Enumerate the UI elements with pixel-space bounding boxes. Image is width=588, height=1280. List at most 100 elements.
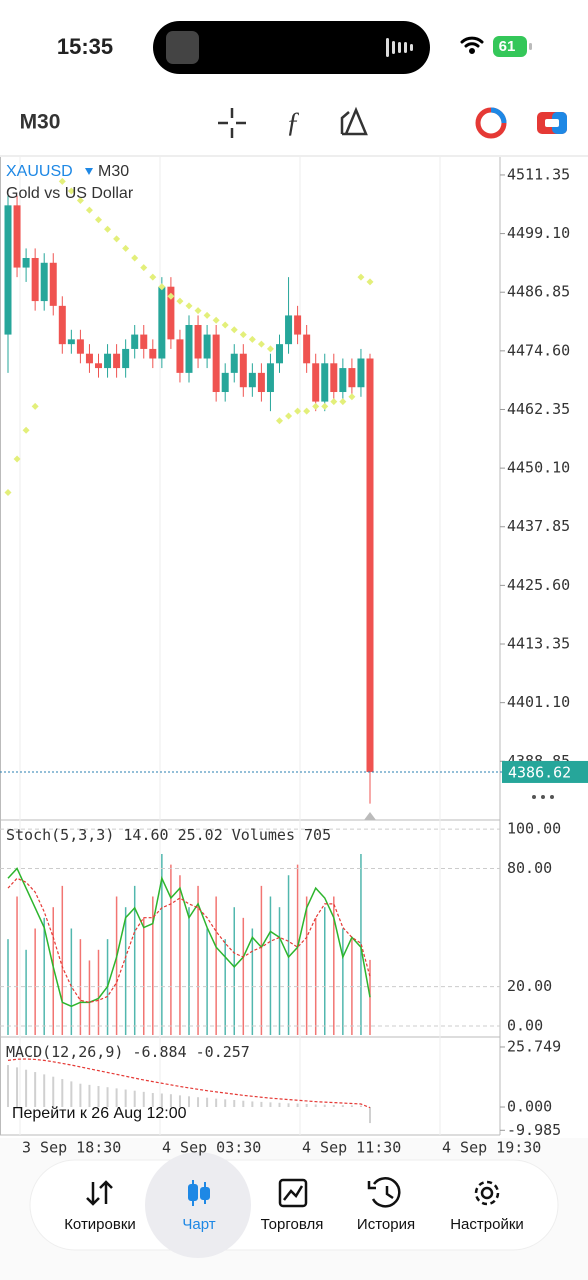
- sar-dot: [185, 302, 193, 310]
- macd-tick-label: 0.000: [507, 1098, 552, 1116]
- goto-link[interactable]: Перейти к 26 Aug 12:00: [12, 1105, 187, 1122]
- symbol[interactable]: XAUUSD: [6, 163, 73, 180]
- candle-body: [167, 286, 175, 340]
- signal-readout: -0.257: [196, 1043, 250, 1061]
- macd-readout: -6.884: [132, 1043, 186, 1061]
- island-app-icon: [166, 31, 199, 64]
- active-tab-highlight: [145, 1152, 251, 1258]
- clock: 15:35: [57, 34, 113, 59]
- wifi-icon: [460, 36, 484, 54]
- candle-body: [266, 363, 274, 393]
- sar-dot: [85, 206, 93, 214]
- battery-cap: [529, 43, 532, 50]
- sar-dot: [248, 335, 256, 343]
- volumes-readout: 705: [304, 826, 331, 844]
- sar-dot: [221, 321, 229, 329]
- more-dot[interactable]: [541, 795, 545, 799]
- candle-body: [285, 315, 293, 345]
- chart-icon[interactable]: [188, 1180, 210, 1206]
- time-grid: [19, 157, 441, 1135]
- candle-body: [4, 205, 12, 335]
- battery: [493, 36, 527, 57]
- candle-body: [321, 363, 329, 402]
- sar-dot: [167, 292, 175, 300]
- candle-body: [176, 339, 184, 373]
- symbol-dropdown[interactable]: [85, 168, 93, 175]
- candle-body: [140, 334, 148, 349]
- more-dot[interactable]: [532, 795, 536, 799]
- sar-dot: [194, 307, 202, 315]
- nav-quotes[interactable]: Котировки: [64, 1216, 136, 1233]
- more-dot[interactable]: [550, 795, 554, 799]
- sar-dot: [122, 244, 130, 252]
- stoch-d-line: [7, 877, 371, 1003]
- candle-body: [131, 334, 139, 349]
- macd-header: MACD(12,26,9) -6.884 -0.257: [6, 1043, 250, 1061]
- stoch-tick-label: 100.00: [507, 820, 561, 838]
- candle-body: [31, 257, 39, 302]
- macd-tick-label: -9.985: [507, 1121, 561, 1139]
- y-tick-label: 4499.10: [507, 224, 570, 242]
- candle-body: [158, 286, 166, 359]
- y-tick-label: 4437.85: [507, 517, 570, 535]
- candle-body: [221, 372, 229, 393]
- candle-body: [58, 305, 66, 345]
- crosshair-button[interactable]: [218, 108, 246, 138]
- candle-body: [76, 339, 84, 354]
- trade-button[interactable]: [475, 107, 507, 139]
- sar-dot: [321, 402, 329, 410]
- candle-body: [294, 315, 302, 335]
- settings-icon[interactable]: [474, 1180, 500, 1206]
- nav-history[interactable]: История: [357, 1216, 415, 1233]
- sar-dot: [366, 278, 374, 286]
- candle-body: [194, 325, 202, 359]
- trade-icon[interactable]: [278, 1178, 308, 1208]
- objects-button[interactable]: [340, 106, 368, 136]
- sar-dot: [58, 177, 66, 185]
- timeframe-button[interactable]: M30: [20, 111, 61, 134]
- sar-dot: [348, 393, 356, 401]
- candle-body: [366, 358, 374, 772]
- nav-chart[interactable]: Чарт: [182, 1216, 215, 1233]
- candle-body: [312, 363, 320, 402]
- candle-body: [113, 353, 121, 369]
- plot-layer: 4511.35 4499.10 4486.85 4474.60 4462.35 4450.…: [0, 165, 588, 1139]
- sar-dot: [140, 264, 148, 272]
- nav-trade[interactable]: Торговля: [261, 1216, 324, 1233]
- candle-body: [49, 262, 57, 306]
- candle-body: [248, 372, 256, 388]
- sar-dot: [276, 417, 283, 425]
- candle-body: [239, 353, 247, 388]
- sar-dot: [357, 273, 365, 281]
- sar-dot: [67, 187, 75, 195]
- stoch-tick-label: 0.00: [507, 1016, 543, 1034]
- candle-body: [339, 368, 347, 393]
- y-tick-label: 4413.35: [507, 635, 570, 653]
- macd-name: MACD(12,26,9): [6, 1043, 123, 1061]
- sar-dot: [303, 407, 311, 415]
- candle-body: [149, 348, 157, 359]
- quotes-icon[interactable]: [86, 1180, 113, 1206]
- candle-body: [203, 334, 211, 359]
- indicators-button[interactable]: ƒ: [286, 107, 300, 138]
- candle-body: [67, 339, 75, 345]
- candle-body: [212, 334, 220, 393]
- sar-dot: [294, 407, 302, 415]
- y-tick-label: 4474.60: [507, 341, 570, 359]
- stoch-tick-label: 20.00: [507, 977, 552, 995]
- current-bar-marker: [364, 812, 376, 820]
- y-tick-label: 4401.10: [507, 693, 570, 711]
- x-tick-label: 4 Sep 19:30: [442, 1139, 541, 1157]
- nav-settings[interactable]: Настройки: [450, 1216, 524, 1233]
- candle-body: [185, 325, 193, 373]
- candle-body: [330, 363, 338, 393]
- y-tick-label: 4425.60: [507, 576, 570, 594]
- history-icon[interactable]: [367, 1177, 401, 1208]
- sar-dot: [176, 297, 184, 305]
- one-click-button[interactable]: [537, 112, 567, 134]
- sar-dot: [212, 316, 220, 324]
- symbol-header[interactable]: XAUUSD: [6, 163, 73, 180]
- sar-dot: [230, 326, 238, 334]
